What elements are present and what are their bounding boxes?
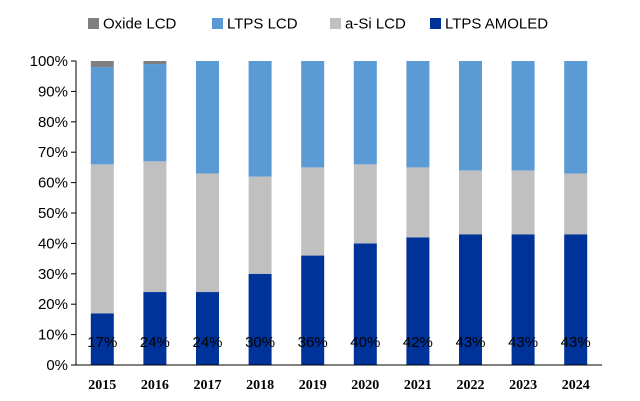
- bar-ltps-lcd-2015: [90, 67, 114, 165]
- bar-ltps-amoled-2018: [248, 273, 272, 365]
- x-tick-label: 2019: [299, 378, 327, 393]
- y-axis: 0% 10% 20% 30% 40% 50% 60% 70% 80% 90% 100%: [30, 53, 77, 374]
- bar-a-si-lcd-2021: [406, 167, 430, 238]
- bar-ltps-amoled-2019: [301, 255, 325, 365]
- bar-a-si-lcd-2020: [353, 164, 377, 244]
- x-tick-label: 2024: [562, 378, 590, 393]
- y-tick-label: 10%: [38, 327, 68, 344]
- y-tick-label: 50%: [38, 205, 68, 222]
- x-tick-label: 2020: [351, 378, 379, 393]
- bar-ltps-lcd-2023: [511, 61, 535, 171]
- bars: [90, 61, 588, 365]
- legend-label-ltps-lcd: LTPS LCD: [227, 16, 298, 33]
- bar-a-si-lcd-2017: [196, 173, 219, 293]
- bar-ltps-amoled-2020: [353, 243, 377, 365]
- legend-label-oxide-lcd: Oxide LCD: [103, 16, 177, 33]
- bar-a-si-lcd-2023: [511, 170, 535, 235]
- legend-swatch-ltps-lcd: [212, 18, 223, 29]
- legend-swatch-ltps-amoled: [430, 18, 441, 29]
- bar-ltps-amoled-2022: [459, 234, 482, 365]
- y-tick-label: 80%: [38, 114, 68, 131]
- data-label-2018: 30%: [245, 334, 275, 351]
- x-tick-label: 2017: [194, 378, 222, 393]
- data-label-2022: 43%: [455, 334, 485, 351]
- y-tick-label: 60%: [38, 175, 68, 192]
- bar-a-si-lcd-2015: [90, 164, 114, 314]
- legend-label-ltps-amoled: LTPS AMOLED: [445, 16, 548, 33]
- bar-ltps-lcd-2021: [406, 61, 430, 168]
- bar-ltps-amoled-2021: [406, 237, 430, 365]
- data-label-2023: 43%: [508, 334, 538, 351]
- legend-label-a-si-lcd: a-Si LCD: [345, 16, 406, 33]
- legend-swatch-a-si-lcd: [330, 18, 341, 29]
- bar-ltps-lcd-2017: [196, 61, 219, 174]
- bar-ltps-amoled-2016: [143, 292, 167, 365]
- data-label-2015: 17%: [87, 334, 117, 351]
- bar-ltps-amoled-2023: [511, 234, 535, 365]
- x-tick-label: 2022: [457, 378, 485, 393]
- bar-ltps-lcd-2018: [248, 61, 272, 177]
- y-tick-label: 90%: [38, 83, 68, 100]
- x-tick-label: 2016: [141, 378, 169, 393]
- bar-ltps-lcd-2016: [143, 64, 167, 162]
- y-tick-label: 70%: [38, 144, 68, 161]
- data-label-2019: 36%: [298, 334, 328, 351]
- data-label-2017: 24%: [192, 334, 222, 351]
- y-tick-label: 20%: [38, 296, 68, 313]
- bar-a-si-lcd-2019: [301, 167, 325, 256]
- x-tick-label: 2015: [88, 378, 116, 393]
- bar-oxide-lcd-2016: [143, 61, 167, 65]
- bar-ltps-amoled-2015: [90, 313, 114, 365]
- bar-oxide-lcd-2015: [90, 61, 114, 68]
- y-tick-label: 30%: [38, 266, 68, 283]
- y-tick-label: 40%: [38, 235, 68, 252]
- bar-ltps-lcd-2020: [353, 61, 377, 165]
- data-label-2021: 42%: [403, 334, 433, 351]
- data-labels: 17% 24% 24% 30% 36% 40% 42% 43% 43% 43%: [87, 334, 590, 351]
- y-tick-label: 0%: [46, 357, 68, 374]
- data-label-2020: 40%: [350, 334, 380, 351]
- bar-a-si-lcd-2016: [143, 161, 167, 293]
- legend-swatch-oxide-lcd: [88, 18, 99, 29]
- bar-ltps-lcd-2022: [459, 61, 482, 171]
- data-label-2016: 24%: [140, 334, 170, 351]
- bar-a-si-lcd-2018: [248, 176, 272, 274]
- bar-ltps-amoled-2017: [196, 292, 219, 365]
- x-tick-label: 2021: [404, 378, 432, 393]
- bar-ltps-lcd-2019: [301, 61, 325, 168]
- x-axis: 2015 2016 2017 2018 2019 2020 2021 2022 2023 2024: [76, 364, 602, 393]
- bar-a-si-lcd-2022: [459, 170, 482, 235]
- y-tick-label: 100%: [30, 53, 68, 70]
- legend: Oxide LCD LTPS LCD a-Si LCD LTPS AMOLED: [88, 16, 548, 33]
- x-tick-label: 2023: [509, 378, 537, 393]
- data-label-2024: 43%: [561, 334, 591, 351]
- x-tick-label: 2018: [246, 378, 274, 393]
- bar-a-si-lcd-2024: [564, 173, 588, 235]
- bar-ltps-lcd-2024: [564, 61, 588, 174]
- bar-ltps-amoled-2024: [564, 234, 588, 365]
